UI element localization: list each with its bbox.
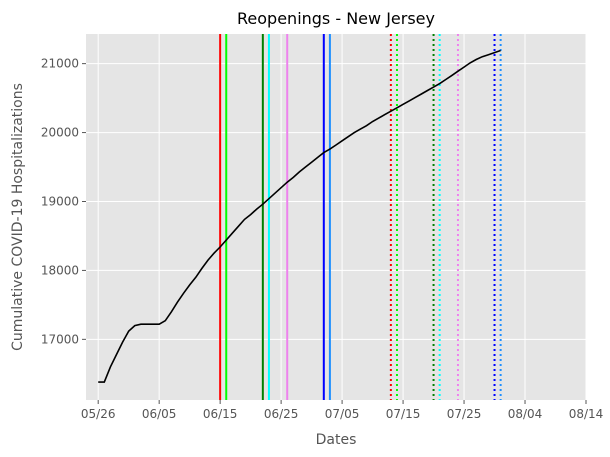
- x-tick-label: 07/25: [447, 407, 482, 421]
- x-tick-label: 06/05: [142, 407, 177, 421]
- chart-title: Reopenings - New Jersey: [237, 9, 435, 28]
- series-line-hospitalizations: [98, 49, 501, 383]
- y-tick-label: 18000: [41, 263, 79, 277]
- x-tick-label: 08/14: [569, 407, 604, 421]
- x-axis-label: Dates: [316, 432, 357, 448]
- reference-lines: [219, 34, 502, 400]
- y-tick-marks: 17000 18000 19000 20000 21000: [41, 57, 86, 346]
- x-tick-label: 07/15: [386, 407, 421, 421]
- x-tick-marks: 05/26 06/05 06/15 06/25 07/05 07/15 07/25 08/04…: [81, 400, 603, 421]
- plot-area: [86, 34, 586, 400]
- y-gridlines: [86, 63, 586, 340]
- x-tick-label: 06/15: [203, 407, 238, 421]
- y-tick-label: 21000: [41, 57, 79, 71]
- x-tick-label: 08/04: [508, 407, 543, 421]
- y-axis-label: Cumulative COVID-19 Hospitalizations: [10, 83, 26, 351]
- y-tick-label: 20000: [41, 126, 79, 140]
- y-tick-label: 17000: [41, 332, 79, 346]
- x-tick-label: 07/05: [325, 407, 360, 421]
- x-tick-label: 05/26: [81, 407, 116, 421]
- y-tick-label: 19000: [41, 194, 79, 208]
- x-tick-label: 06/25: [264, 407, 299, 421]
